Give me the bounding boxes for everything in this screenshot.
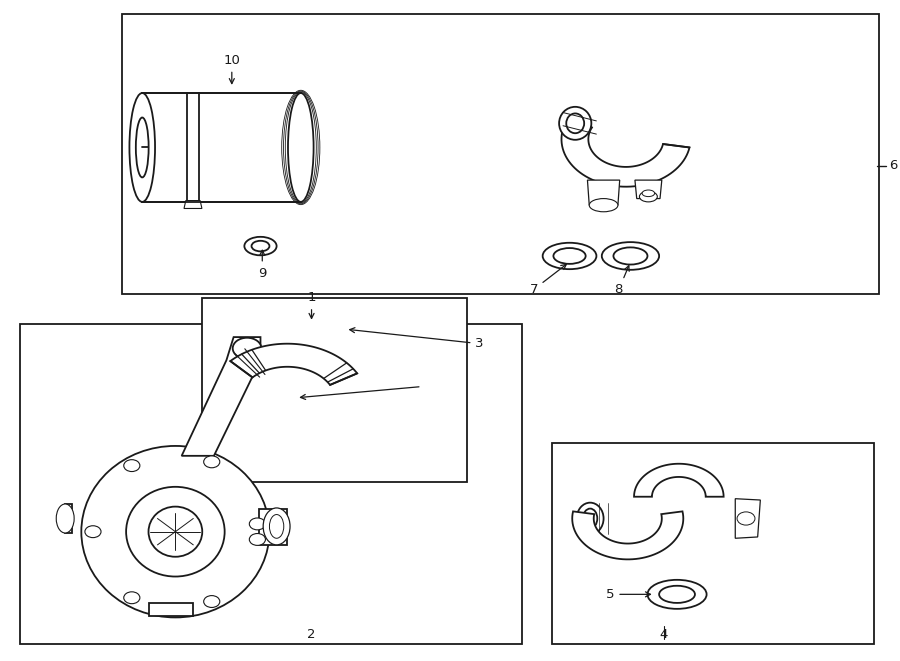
Ellipse shape — [737, 512, 755, 525]
Polygon shape — [735, 498, 760, 538]
Ellipse shape — [559, 107, 591, 140]
Ellipse shape — [126, 487, 225, 576]
Ellipse shape — [583, 508, 598, 528]
Bar — [202, 297, 466, 483]
Polygon shape — [588, 180, 620, 205]
Bar — [21, 324, 522, 644]
Ellipse shape — [288, 93, 313, 202]
Text: 2: 2 — [307, 627, 316, 641]
Ellipse shape — [269, 514, 284, 538]
Ellipse shape — [659, 586, 695, 603]
Ellipse shape — [249, 533, 266, 545]
Text: 9: 9 — [258, 251, 266, 280]
Ellipse shape — [130, 93, 155, 202]
Bar — [122, 14, 878, 294]
Ellipse shape — [590, 198, 618, 212]
Ellipse shape — [251, 241, 269, 251]
Ellipse shape — [148, 506, 202, 557]
Polygon shape — [258, 508, 287, 545]
Ellipse shape — [233, 338, 261, 359]
Ellipse shape — [614, 247, 647, 264]
Polygon shape — [230, 344, 357, 385]
Text: 7: 7 — [529, 264, 566, 296]
Ellipse shape — [124, 459, 140, 471]
Ellipse shape — [136, 118, 149, 177]
Ellipse shape — [647, 580, 707, 609]
Bar — [552, 443, 874, 644]
Polygon shape — [634, 180, 662, 198]
Text: 6: 6 — [889, 159, 897, 172]
Polygon shape — [65, 504, 72, 533]
Text: 5: 5 — [606, 588, 651, 601]
Ellipse shape — [577, 502, 604, 534]
Polygon shape — [184, 200, 202, 208]
Text: 10: 10 — [223, 54, 240, 83]
Ellipse shape — [639, 191, 657, 202]
Text: 4: 4 — [660, 627, 668, 641]
Ellipse shape — [566, 114, 584, 134]
Ellipse shape — [642, 190, 654, 196]
Polygon shape — [634, 464, 724, 496]
Ellipse shape — [124, 592, 140, 603]
Text: 8: 8 — [615, 266, 629, 296]
Ellipse shape — [245, 237, 276, 255]
Ellipse shape — [249, 518, 266, 530]
Ellipse shape — [263, 508, 290, 545]
Ellipse shape — [203, 596, 220, 607]
Text: 1: 1 — [307, 291, 316, 319]
Polygon shape — [142, 93, 301, 202]
Ellipse shape — [543, 243, 597, 269]
Text: 3: 3 — [350, 328, 484, 350]
Polygon shape — [148, 603, 194, 616]
Ellipse shape — [602, 242, 659, 270]
Polygon shape — [182, 337, 260, 456]
Ellipse shape — [554, 248, 586, 264]
Ellipse shape — [203, 456, 220, 468]
Polygon shape — [572, 512, 683, 559]
Ellipse shape — [85, 525, 101, 537]
Ellipse shape — [81, 446, 269, 617]
Polygon shape — [562, 119, 689, 186]
Ellipse shape — [56, 504, 74, 533]
